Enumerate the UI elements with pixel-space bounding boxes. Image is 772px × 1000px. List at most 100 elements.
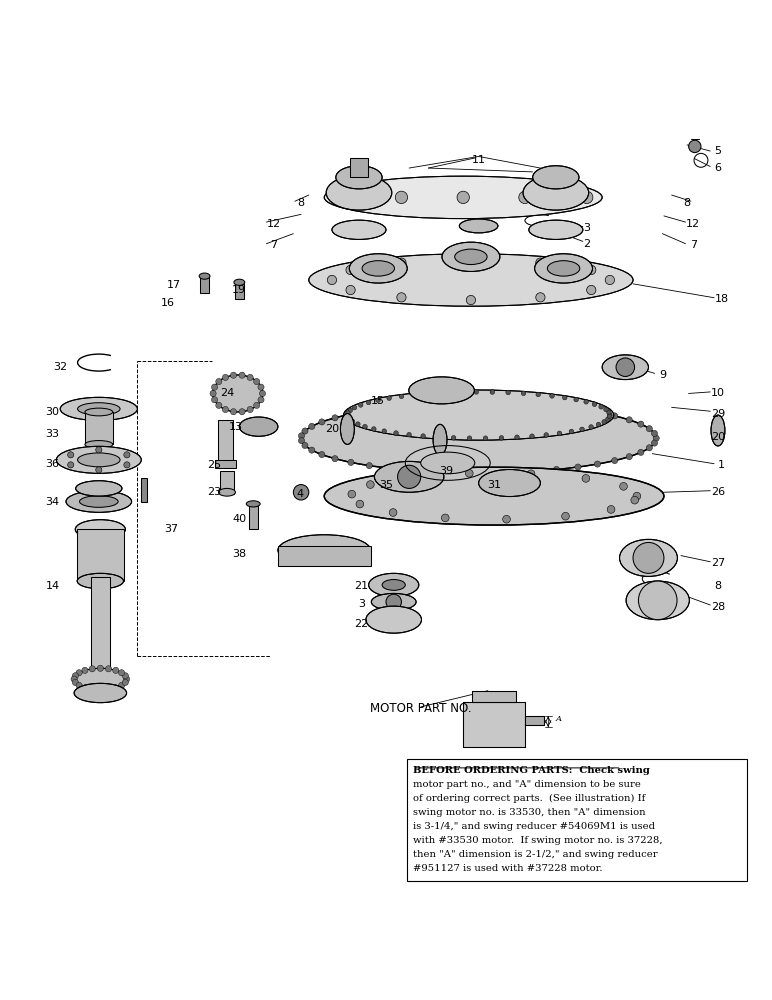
Text: 34: 34 — [46, 497, 59, 507]
Circle shape — [413, 393, 418, 397]
Bar — [215, 460, 236, 468]
Circle shape — [73, 673, 79, 679]
Circle shape — [474, 390, 479, 394]
Circle shape — [309, 423, 315, 429]
Text: 26: 26 — [711, 487, 725, 497]
Ellipse shape — [218, 488, 235, 496]
Ellipse shape — [246, 501, 260, 507]
Circle shape — [457, 470, 463, 476]
Circle shape — [124, 676, 130, 682]
Circle shape — [363, 424, 367, 429]
Circle shape — [527, 470, 535, 478]
Text: 8: 8 — [683, 198, 691, 208]
Text: 13: 13 — [229, 422, 242, 432]
Circle shape — [345, 414, 350, 418]
Ellipse shape — [85, 441, 113, 448]
Ellipse shape — [711, 415, 725, 446]
Circle shape — [407, 432, 411, 437]
Circle shape — [387, 465, 393, 471]
Circle shape — [584, 399, 588, 404]
Circle shape — [506, 469, 513, 476]
Bar — [472, 691, 516, 702]
Circle shape — [530, 434, 534, 439]
Circle shape — [611, 413, 618, 419]
Ellipse shape — [529, 220, 583, 239]
Circle shape — [536, 392, 540, 397]
Circle shape — [482, 400, 488, 407]
Text: 25: 25 — [208, 460, 222, 470]
Circle shape — [319, 451, 325, 458]
Circle shape — [626, 417, 632, 423]
Circle shape — [563, 395, 567, 400]
Ellipse shape — [349, 254, 407, 283]
Text: 19: 19 — [232, 285, 246, 295]
Circle shape — [239, 372, 245, 378]
Circle shape — [557, 431, 562, 436]
Bar — [218, 420, 233, 463]
Circle shape — [97, 687, 103, 693]
Text: 15: 15 — [371, 396, 385, 406]
Ellipse shape — [340, 414, 354, 444]
Ellipse shape — [523, 175, 588, 210]
Ellipse shape — [76, 481, 122, 496]
Text: 11: 11 — [472, 155, 486, 165]
Circle shape — [435, 435, 440, 439]
Circle shape — [466, 469, 473, 477]
Ellipse shape — [75, 520, 125, 539]
Circle shape — [466, 255, 476, 265]
Circle shape — [582, 475, 590, 482]
Circle shape — [332, 415, 338, 421]
Circle shape — [409, 467, 415, 474]
Circle shape — [348, 408, 353, 413]
Circle shape — [575, 464, 581, 470]
Circle shape — [646, 426, 652, 432]
Text: 6: 6 — [714, 163, 722, 173]
Circle shape — [71, 676, 77, 682]
Bar — [350, 158, 368, 177]
Circle shape — [356, 422, 361, 426]
Circle shape — [113, 685, 119, 691]
Circle shape — [395, 191, 408, 204]
Circle shape — [599, 404, 604, 409]
Circle shape — [432, 469, 438, 475]
Circle shape — [68, 462, 74, 468]
Circle shape — [113, 667, 119, 673]
Circle shape — [398, 465, 421, 488]
Bar — [463, 702, 525, 747]
Ellipse shape — [278, 535, 371, 566]
Ellipse shape — [332, 220, 386, 239]
Circle shape — [580, 427, 584, 432]
Circle shape — [626, 454, 632, 460]
Circle shape — [452, 435, 456, 440]
Circle shape — [490, 390, 495, 394]
Circle shape — [432, 401, 438, 408]
Text: 8: 8 — [297, 198, 305, 208]
Circle shape — [358, 403, 363, 407]
Circle shape — [247, 406, 253, 413]
Circle shape — [356, 500, 364, 508]
Circle shape — [575, 406, 581, 413]
Ellipse shape — [479, 470, 540, 497]
Circle shape — [89, 686, 95, 692]
Ellipse shape — [362, 261, 394, 276]
Ellipse shape — [626, 581, 689, 620]
Circle shape — [604, 407, 608, 412]
Circle shape — [367, 481, 374, 488]
Circle shape — [592, 402, 597, 407]
Text: 23: 23 — [208, 487, 222, 497]
Text: 10: 10 — [711, 388, 725, 398]
Circle shape — [536, 293, 545, 302]
Circle shape — [309, 447, 315, 453]
Text: 30: 30 — [46, 407, 59, 417]
Circle shape — [399, 394, 404, 399]
Ellipse shape — [547, 261, 580, 276]
Circle shape — [515, 435, 520, 440]
Ellipse shape — [344, 390, 614, 440]
Circle shape — [689, 140, 701, 153]
Text: 20: 20 — [711, 432, 725, 442]
Circle shape — [68, 452, 74, 458]
Ellipse shape — [326, 175, 391, 210]
Bar — [249, 506, 258, 529]
Circle shape — [348, 490, 356, 498]
Circle shape — [299, 438, 305, 444]
